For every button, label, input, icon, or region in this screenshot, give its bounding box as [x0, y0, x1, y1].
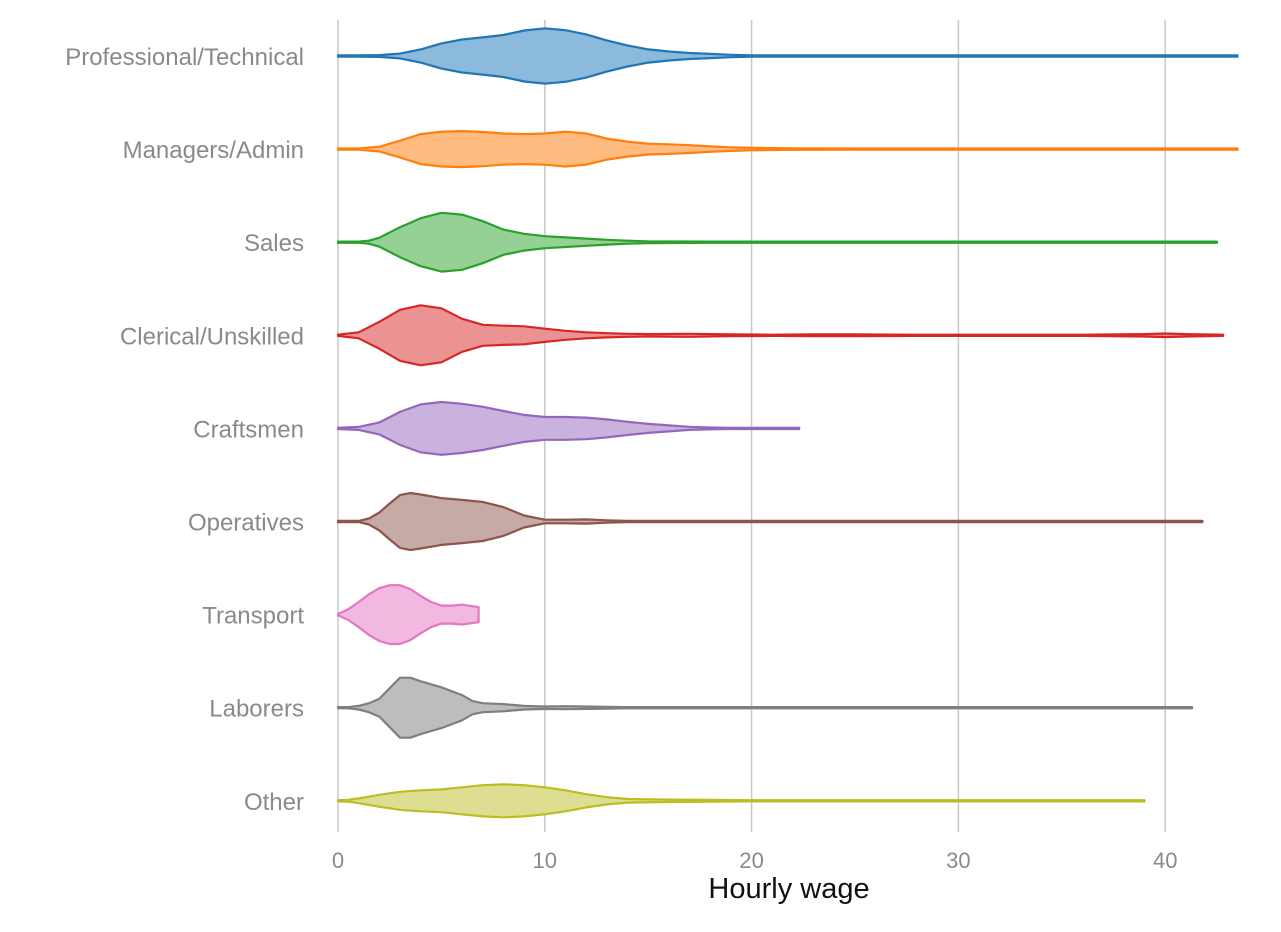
violin-sales: [336, 211, 1218, 273]
violin-transport: [336, 584, 480, 646]
violin-laborers: [336, 676, 1194, 739]
violin-other: [336, 783, 1146, 819]
category-label-other: Other: [244, 789, 304, 816]
violin-craftsmen: [336, 400, 801, 456]
x-tick-label-10: 10: [533, 848, 557, 873]
x-tick-label-0: 0: [332, 848, 344, 873]
category-label-professional-technical: Professional/Technical: [65, 44, 304, 71]
category-label-transport: Transport: [202, 603, 304, 630]
category-label-laborers: Laborers: [209, 696, 304, 723]
violin-operatives: [336, 491, 1204, 552]
violin-professional-technical: [336, 27, 1239, 85]
category-label-managers-admin: Managers/Admin: [123, 137, 304, 164]
x-tick-label-40: 40: [1153, 848, 1177, 873]
violin-clerical-unskilled: [336, 304, 1225, 367]
category-labels: Professional/Technical Managers/Admin Sale…: [65, 44, 304, 816]
x-axis-title: Hourly wage: [708, 873, 869, 905]
category-label-sales: Sales: [244, 230, 304, 257]
x-tick-label-20: 20: [739, 848, 763, 873]
x-tick-label-30: 30: [946, 848, 970, 873]
violin-group: [336, 27, 1239, 819]
category-label-operatives: Operatives: [188, 510, 304, 537]
category-label-clerical-unskilled: Clerical/Unskilled: [120, 323, 304, 350]
x-tick-labels: 0 10 20 30 40: [332, 848, 1178, 873]
violin-managers-admin: [336, 130, 1239, 169]
category-label-craftsmen: Craftsmen: [193, 416, 304, 443]
